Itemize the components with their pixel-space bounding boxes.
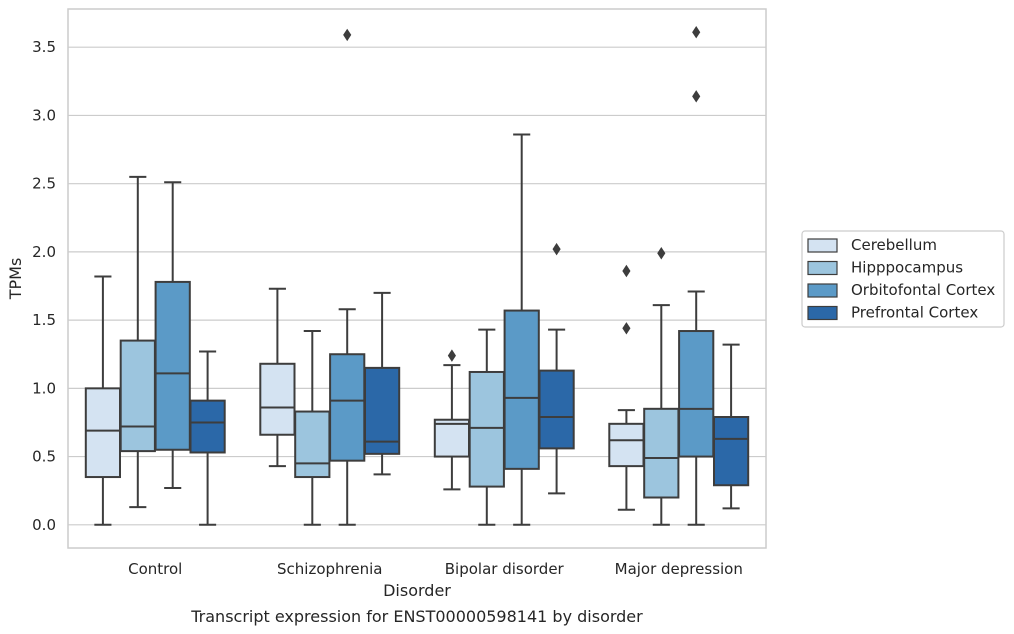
figure-caption: Transcript expression for ENST0000059814… bbox=[190, 607, 643, 626]
box-iqr bbox=[468, 370, 505, 488]
box-orbitofontal-cortex-bipolar-disorder bbox=[503, 133, 540, 526]
box-orbitofontal-cortex-schizophrenia bbox=[329, 28, 366, 526]
legend: Cerebellum Hipppocampus Orbitofontal Corte… bbox=[801, 230, 1005, 328]
legend-label: Hipppocampus bbox=[851, 259, 963, 277]
box-hipppocampus-control bbox=[119, 175, 156, 509]
box-hipppocampus-schizophrenia bbox=[294, 330, 331, 526]
box-iqr bbox=[294, 410, 331, 479]
y-tick-label: 0.5 bbox=[32, 448, 56, 466]
box-hipppocampus-bipolar-disorder bbox=[468, 328, 505, 526]
legend-label: Orbitofontal Cortex bbox=[851, 281, 995, 299]
outlier-point bbox=[692, 90, 701, 103]
box-iqr bbox=[433, 418, 471, 458]
box-orbitofontal-cortex-major-depression bbox=[678, 25, 715, 526]
box-orbitofontal-cortex-control bbox=[154, 181, 191, 489]
y-tick-label: 2.0 bbox=[32, 243, 56, 261]
box-cerebellum-bipolar-disorder bbox=[433, 349, 471, 491]
box-iqr bbox=[259, 362, 296, 436]
x-tick-label: Major depression bbox=[615, 560, 743, 578]
box-iqr bbox=[538, 369, 575, 450]
box-cerebellum-schizophrenia bbox=[259, 287, 296, 468]
y-tick-label: 0.0 bbox=[32, 516, 56, 534]
box-iqr bbox=[712, 416, 750, 487]
x-ticks: Control Schizophrenia Bipolar disorder Majo… bbox=[128, 560, 743, 578]
legend-label: Prefrontal Cortex bbox=[851, 304, 978, 322]
marks-layer bbox=[84, 25, 750, 526]
x-axis-label: Disorder bbox=[383, 581, 451, 600]
box-iqr bbox=[329, 353, 366, 462]
outlier-point bbox=[657, 247, 666, 260]
box-iqr bbox=[363, 366, 401, 455]
legend-swatch bbox=[807, 238, 838, 253]
legend-swatch bbox=[807, 305, 838, 321]
y-tick-label: 3.0 bbox=[32, 106, 56, 124]
outlier-point bbox=[447, 349, 456, 362]
box-iqr bbox=[643, 407, 680, 499]
outlier-point bbox=[622, 322, 631, 335]
box-prefrontal-cortex-major-depression bbox=[712, 343, 750, 510]
box-cerebellum-control bbox=[84, 275, 122, 526]
legend-swatch bbox=[807, 283, 838, 298]
y-tick-label: 2.5 bbox=[32, 175, 56, 193]
box-iqr bbox=[189, 399, 226, 454]
box-iqr bbox=[678, 330, 715, 458]
legend-swatch bbox=[807, 260, 838, 276]
y-ticks: 0.0 0.5 1.0 1.5 2.0 2.5 3.0 3.5 bbox=[32, 38, 56, 534]
y-tick-label: 1.5 bbox=[32, 311, 56, 329]
y-tick-label: 3.5 bbox=[32, 38, 56, 56]
box-prefrontal-cortex-control bbox=[189, 350, 226, 526]
x-tick-label: Control bbox=[128, 560, 182, 578]
outlier-point bbox=[343, 28, 352, 42]
x-tick-label: Bipolar disorder bbox=[445, 560, 565, 578]
x-tick-label: Schizophrenia bbox=[277, 560, 382, 578]
legend-frame bbox=[801, 230, 1005, 328]
box-prefrontal-cortex-bipolar-disorder bbox=[538, 242, 575, 495]
box-iqr bbox=[84, 387, 122, 479]
y-tick-label: 1.0 bbox=[32, 379, 56, 397]
legend-label: Cerebellum bbox=[851, 236, 937, 254]
box-iqr bbox=[119, 339, 156, 453]
outlier-point bbox=[692, 25, 701, 39]
outlier-point bbox=[552, 242, 561, 256]
box-prefrontal-cortex-schizophrenia bbox=[363, 291, 401, 476]
box-iqr bbox=[503, 309, 540, 470]
box-cerebellum-major-depression bbox=[608, 264, 645, 511]
plot-frame bbox=[67, 8, 767, 549]
box-hipppocampus-major-depression bbox=[643, 247, 680, 526]
box-iqr bbox=[154, 280, 191, 451]
outlier-point bbox=[622, 264, 631, 278]
y-axis-label: TPMs bbox=[6, 258, 25, 301]
box-iqr bbox=[608, 422, 645, 468]
